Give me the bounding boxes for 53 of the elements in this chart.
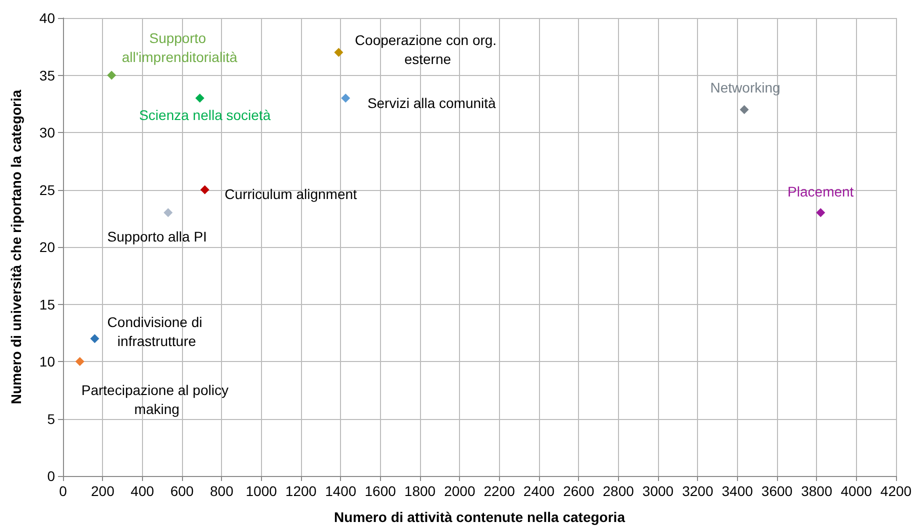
x-tick-label: 3400 — [722, 483, 754, 499]
y-tick-label: 20 — [39, 239, 56, 255]
series-label: Servizi alla comunità — [367, 95, 496, 112]
y-tick-label: 5 — [47, 410, 56, 427]
x-tick-label: 1200 — [285, 483, 317, 499]
x-tick-label: 3600 — [761, 483, 793, 499]
point — [200, 185, 210, 194]
x-tick-label: 800 — [210, 483, 234, 499]
x-tick-label: 200 — [90, 483, 115, 499]
x-tick-label: 1600 — [364, 483, 396, 499]
point — [75, 357, 84, 366]
y-tick-label: 25 — [39, 182, 56, 198]
y-tick-label: 40 — [39, 10, 56, 26]
series-label: Partecipazione al policy making — [81, 382, 232, 417]
series-label: Curriculum alignment — [224, 186, 358, 202]
x-tick-label: 600 — [170, 483, 194, 499]
x-tick-label: 3000 — [642, 483, 674, 499]
series-label: Condivisione di infrastrutture — [107, 314, 206, 350]
series-label: Supporto alla PI — [107, 228, 207, 245]
x-tick-label: 2200 — [484, 483, 516, 499]
y-tick-label: 30 — [39, 124, 56, 140]
point — [334, 48, 344, 57]
x-tick-label: 2400 — [523, 483, 555, 499]
point — [90, 334, 100, 344]
x-tick-label: 2600 — [563, 483, 594, 499]
x-tick-label: 4200 — [880, 483, 912, 499]
point — [195, 94, 204, 103]
x-tick-label: 400 — [130, 483, 154, 499]
y-tick-label: 35 — [39, 67, 56, 84]
point — [740, 105, 749, 114]
y-tick-label: 0 — [47, 468, 56, 484]
x-tick-label: 1400 — [325, 483, 356, 499]
x-tick-label: 1800 — [404, 483, 436, 499]
x-tick-label: 4000 — [840, 483, 872, 499]
point — [164, 208, 173, 218]
y-tick-label: 15 — [39, 296, 56, 312]
x-tick-label: 0 — [59, 483, 68, 499]
point — [816, 208, 826, 218]
x-axis-title: Numero di attività contenute nella categoria — [334, 509, 626, 525]
x-tick-label: 3800 — [801, 483, 832, 499]
x-tick-label: 3200 — [682, 483, 714, 499]
x-tick-label: 2800 — [602, 483, 634, 499]
y-axis-title: Numero di università che riportano la categoria — [8, 90, 24, 404]
point — [341, 94, 350, 103]
x-tick-label: 1000 — [246, 483, 278, 499]
series-label: Placement — [788, 184, 854, 200]
series-label: Cooperazione con org. esterne — [354, 32, 500, 67]
series-label: Networking — [710, 80, 780, 96]
point — [107, 70, 116, 80]
series-label: Scienza nella società — [139, 107, 271, 124]
series-label: Supporto all'imprenditorialità — [122, 30, 238, 65]
y-tick-label: 10 — [39, 354, 56, 370]
x-tick-label: 2000 — [444, 483, 476, 499]
